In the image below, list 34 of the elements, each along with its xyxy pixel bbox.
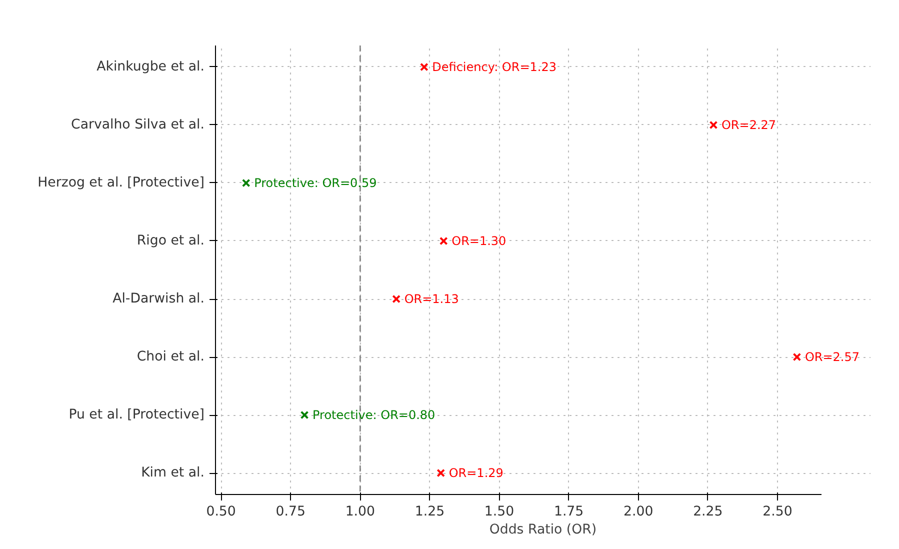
y-tick-label: Pu et al. [Protective] bbox=[68, 408, 205, 423]
annotation: Protective: OR=0.59 bbox=[254, 176, 377, 190]
annotation: OR=2.57 bbox=[804, 350, 860, 364]
annotation: Protective: OR=0.80 bbox=[312, 408, 436, 422]
x-tick-label: 1.50 bbox=[484, 504, 514, 520]
y-tick-label: Choi et al. bbox=[136, 350, 205, 365]
x-tick-label: 2.50 bbox=[762, 504, 792, 520]
annotation: Deficiency: OR=1.23 bbox=[432, 60, 556, 74]
x-tick-label: 1.25 bbox=[414, 504, 445, 520]
point bbox=[242, 178, 250, 188]
y-tick-label: Kim et al. bbox=[141, 466, 205, 481]
point bbox=[300, 410, 309, 420]
point bbox=[420, 62, 428, 72]
point bbox=[709, 120, 718, 130]
x-tick-label: 1.75 bbox=[554, 504, 584, 520]
annotation: OR=1.13 bbox=[404, 292, 459, 306]
x-tick-label: 1.00 bbox=[345, 504, 376, 520]
x-tick-label: 2.25 bbox=[693, 504, 723, 520]
y-tick-label: Akinkugbe et al. bbox=[96, 59, 205, 74]
y-tick-label: Carvalho Silva et al. bbox=[71, 117, 205, 132]
y-tick-label: Al-Darwish al. bbox=[112, 292, 205, 307]
x-axis-title: Odds Ratio (OR) bbox=[489, 522, 597, 538]
x-tick-label: 0.50 bbox=[206, 504, 236, 520]
annotation: OR=1.29 bbox=[448, 466, 504, 480]
y-tick-label: Herzog et al. [Protective] bbox=[38, 175, 205, 190]
x-tick-label: 0.75 bbox=[276, 504, 306, 520]
point bbox=[392, 294, 401, 304]
point bbox=[792, 352, 802, 362]
point bbox=[436, 468, 446, 478]
annotation: OR=2.27 bbox=[721, 118, 776, 132]
y-tick-label: Rigo et al. bbox=[136, 233, 205, 248]
annotation: OR=1.30 bbox=[452, 234, 506, 248]
x-tick-label: 2.00 bbox=[624, 504, 654, 520]
point bbox=[439, 236, 448, 246]
